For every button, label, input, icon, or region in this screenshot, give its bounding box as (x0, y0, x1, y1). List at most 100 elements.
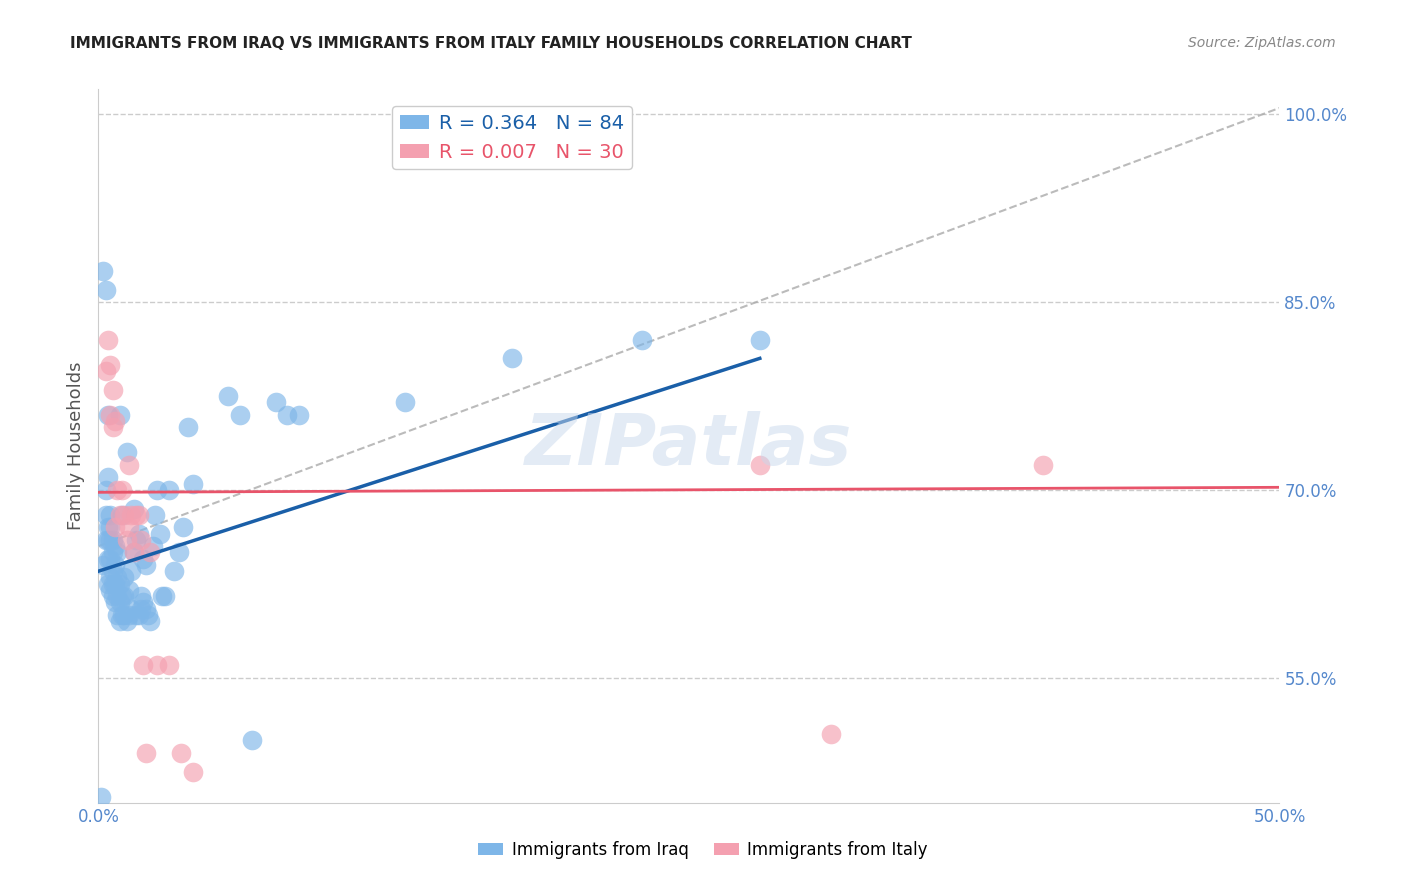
Point (121, 564, 143, 578)
Point (97, 408, 120, 422)
Point (105, 589, 128, 603)
Point (122, 501, 145, 516)
Point (98, 408, 121, 422)
Point (115, 445, 138, 459)
Point (98, 551, 121, 566)
Point (748, 458, 770, 472)
Point (94, 483, 117, 497)
Point (240, 733, 263, 747)
Point (157, 658, 180, 673)
Point (264, 395, 287, 409)
Point (118, 520, 141, 534)
Point (121, 601, 143, 615)
Point (132, 595, 155, 609)
Point (105, 545, 128, 559)
Legend: Immigrants from Iraq, Immigrants from Italy: Immigrants from Iraq, Immigrants from It… (472, 835, 934, 866)
Point (101, 383, 124, 397)
Point (104, 414, 127, 428)
Point (128, 526, 150, 541)
Point (98, 358, 121, 372)
Point (97, 533, 120, 547)
Point (177, 420, 200, 434)
Point (122, 545, 145, 559)
Point (157, 483, 180, 497)
Text: Source: ZipAtlas.com: Source: ZipAtlas.com (1188, 36, 1336, 50)
Point (172, 520, 194, 534)
Point (98, 570, 121, 584)
Point (91, 264, 114, 278)
Point (143, 508, 166, 522)
Point (98, 533, 121, 547)
Point (748, 333, 770, 347)
Point (394, 395, 416, 409)
Point (101, 533, 124, 547)
Point (135, 601, 157, 615)
Point (122, 545, 145, 559)
Point (115, 614, 138, 628)
Point (104, 576, 127, 591)
Point (128, 607, 150, 622)
Point (149, 526, 172, 541)
Point (97, 333, 120, 347)
Point (90, 789, 112, 804)
Point (94, 283, 117, 297)
Point (129, 601, 152, 615)
Point (167, 545, 190, 559)
Point (98, 582, 121, 597)
Point (820, 727, 842, 741)
Point (115, 533, 138, 547)
Point (125, 607, 148, 622)
Point (132, 551, 155, 566)
Point (118, 458, 141, 472)
Point (97, 576, 120, 591)
Point (112, 607, 135, 622)
Point (150, 589, 173, 603)
Point (135, 746, 157, 760)
Text: ZIPatlas: ZIPatlas (526, 411, 852, 481)
Point (94, 364, 117, 378)
Point (108, 614, 131, 628)
Point (170, 746, 193, 760)
Point (111, 483, 134, 497)
Point (104, 539, 127, 553)
Point (108, 576, 131, 591)
Point (1032, 458, 1054, 472)
Point (146, 658, 169, 673)
Point (105, 570, 128, 584)
Point (118, 582, 141, 597)
Point (111, 589, 134, 603)
Point (101, 545, 124, 559)
Point (501, 351, 523, 366)
Point (112, 589, 135, 603)
Point (142, 539, 165, 553)
Point (105, 607, 128, 622)
Point (276, 408, 298, 422)
Point (101, 564, 124, 578)
Point (163, 564, 186, 578)
Point (108, 595, 131, 609)
Point (91, 558, 114, 572)
Point (98, 520, 121, 534)
Point (108, 408, 131, 422)
Point (181, 476, 204, 491)
Text: IMMIGRANTS FROM IRAQ VS IMMIGRANTS FROM ITALY FAMILY HOUSEHOLDS CORRELATION CHAR: IMMIGRANTS FROM IRAQ VS IMMIGRANTS FROM … (70, 36, 912, 51)
Point (132, 658, 155, 673)
Point (112, 570, 135, 584)
Point (98, 508, 121, 522)
Legend: R = 0.364   N = 84, R = 0.007   N = 30: R = 0.364 N = 84, R = 0.007 N = 30 (392, 106, 631, 169)
Point (153, 589, 176, 603)
Point (118, 607, 141, 622)
Point (129, 533, 152, 547)
Point (94, 533, 117, 547)
Point (139, 614, 162, 628)
Point (97, 470, 120, 484)
Point (125, 508, 148, 522)
Point (129, 589, 152, 603)
Point (135, 558, 157, 572)
Point (125, 533, 148, 547)
Point (104, 558, 127, 572)
Point (630, 333, 652, 347)
Point (94, 508, 117, 522)
Point (111, 607, 134, 622)
Point (111, 508, 134, 522)
